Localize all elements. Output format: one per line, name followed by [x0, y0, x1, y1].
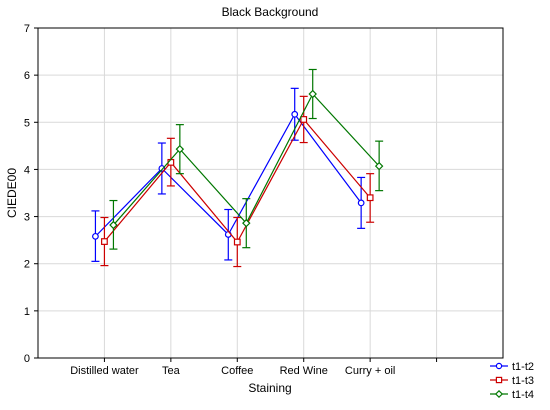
data-point: [109, 220, 118, 230]
y-axis: 0 1 2 3 4 5 6 7: [24, 23, 38, 365]
data-point: [357, 199, 365, 207]
series-t1-t3: [100, 95, 375, 268]
series-layer: [91, 68, 384, 268]
data-point: [366, 194, 374, 202]
data-point: [101, 238, 108, 245]
y-tick-label: 3: [24, 212, 30, 224]
x-axis-label: Staining: [248, 381, 291, 395]
data-point: [175, 144, 185, 154]
x-tick-label: Red Wine: [280, 365, 328, 377]
series-t1-t2: [91, 87, 366, 262]
data-point: [242, 218, 251, 228]
data-point: [495, 362, 503, 370]
chart-title: Black Background: [222, 5, 319, 19]
y-tick-label: 2: [24, 259, 30, 271]
plot-frame: [37, 27, 504, 359]
y-tick-label: 1: [24, 306, 30, 318]
legend-item: t1-t3: [490, 375, 534, 387]
data-point: [494, 389, 504, 399]
x-tick-label: Distilled water: [70, 365, 139, 377]
y-tick-label: 0: [24, 353, 30, 365]
data-point: [92, 232, 99, 240]
x-tick-label: Tea: [162, 365, 181, 377]
y-tick-label: 5: [24, 117, 30, 129]
data-point: [300, 116, 308, 123]
x-tick-label: Coffee: [221, 365, 253, 377]
legend-item: t1-t4: [490, 389, 534, 401]
y-tick-label: 4: [24, 164, 30, 176]
legend-item: t1-t2: [490, 361, 534, 373]
series-t1-t4: [109, 68, 384, 250]
y-axis-label: CIEDE00: [5, 168, 19, 218]
legend-label: t1-t2: [512, 361, 534, 373]
data-point: [233, 238, 241, 246]
legend-label: t1-t4: [512, 389, 534, 401]
legend: t1-t2 t1-t3 t1-t4: [490, 361, 534, 401]
plot-area: [38, 28, 503, 358]
data-point: [374, 161, 384, 171]
x-axis: Distilled water Tea Coffee Red Wine Curry + …: [70, 358, 438, 377]
y-tick-label: 6: [24, 70, 30, 82]
x-tick-label: Curry + oil: [345, 365, 395, 377]
legend-label: t1-t3: [512, 375, 534, 387]
data-point: [158, 165, 166, 172]
data-point: [308, 89, 317, 99]
y-tick-label: 7: [24, 23, 30, 35]
data-point: [291, 110, 299, 118]
data-point: [495, 376, 503, 384]
